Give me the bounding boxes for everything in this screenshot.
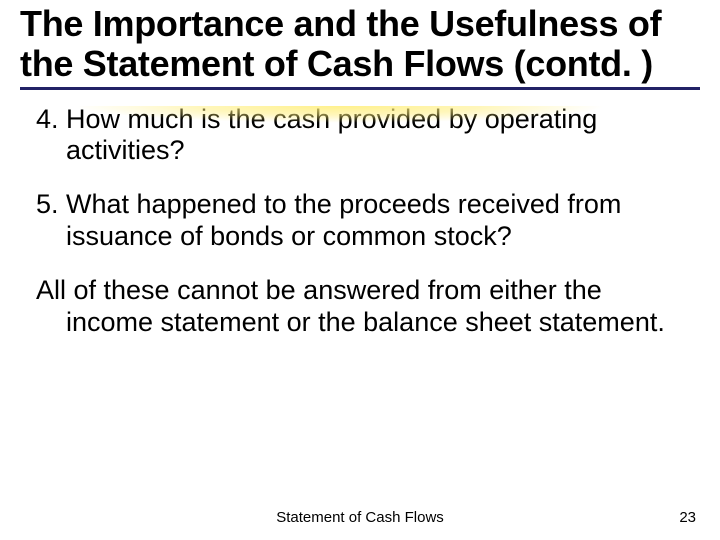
item-text: All of these cannot be answered from eit…	[36, 275, 688, 339]
slide-title: The Importance and the Usefulness of the…	[20, 4, 700, 90]
page-number: 23	[679, 509, 696, 526]
title-region: The Importance and the Usefulness of the…	[0, 0, 720, 90]
slide: The Importance and the Usefulness of the…	[0, 0, 720, 540]
footer-title: Statement of Cash Flows	[276, 509, 444, 526]
list-item: All of these cannot be answered from eit…	[36, 275, 688, 339]
list-item: 5. What happened to the proceeds receive…	[36, 189, 688, 253]
item-text: 5. What happened to the proceeds receive…	[36, 189, 688, 253]
title-shadow	[20, 106, 660, 134]
